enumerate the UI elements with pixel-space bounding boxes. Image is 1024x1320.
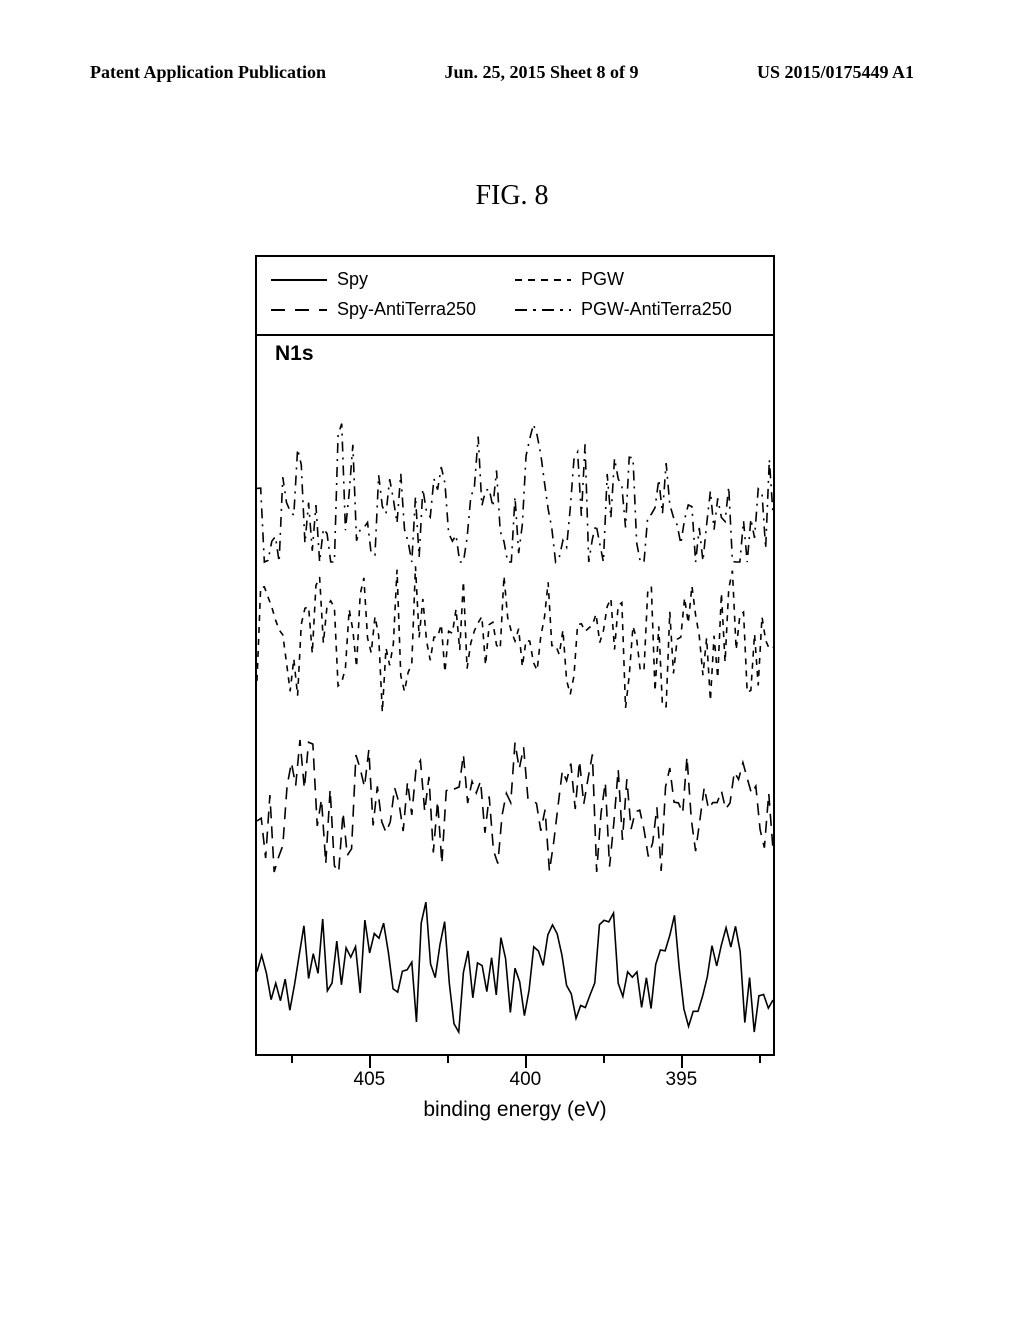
x-minor-tick bbox=[603, 1056, 605, 1063]
x-tick-label: 400 bbox=[510, 1069, 542, 1091]
plot-corner-label: N1s bbox=[275, 342, 314, 366]
x-minor-tick bbox=[447, 1056, 449, 1063]
x-tick bbox=[681, 1056, 683, 1068]
legend-item-pgw: PGW bbox=[515, 265, 759, 295]
header-left: Patent Application Publication bbox=[90, 62, 326, 83]
x-axis-label: binding energy (eV) bbox=[255, 1098, 775, 1122]
line-sample-short-dash bbox=[515, 279, 571, 281]
legend-item-spy-antiterra: Spy-AntiTerra250 bbox=[271, 295, 515, 325]
trace-spy-antiterra bbox=[257, 706, 773, 876]
x-tick-label: 405 bbox=[354, 1069, 386, 1091]
line-sample-long-dash bbox=[271, 309, 327, 311]
trace-pgw-antiterra bbox=[257, 366, 773, 566]
legend-label: Spy bbox=[337, 265, 368, 295]
page-header: Patent Application Publication Jun. 25, … bbox=[0, 62, 1024, 83]
plot-area: N1s bbox=[255, 336, 775, 1056]
figure-title: FIG. 8 bbox=[0, 180, 1024, 212]
trace-pgw bbox=[257, 526, 773, 716]
x-minor-tick bbox=[291, 1056, 293, 1063]
legend-item-spy: Spy bbox=[271, 265, 515, 295]
x-minor-tick bbox=[759, 1056, 761, 1063]
legend-label: Spy-AntiTerra250 bbox=[337, 295, 476, 325]
x-axis: 405 400 395 bbox=[255, 1056, 775, 1096]
line-sample-dash-dot bbox=[515, 309, 571, 311]
legend: Spy PGW Spy-AntiTerra250 PGW-AntiTerra25… bbox=[255, 255, 775, 336]
chart: Spy PGW Spy-AntiTerra250 PGW-AntiTerra25… bbox=[255, 255, 775, 1122]
header-center: Jun. 25, 2015 Sheet 8 of 9 bbox=[444, 62, 638, 83]
legend-label: PGW-AntiTerra250 bbox=[581, 295, 732, 325]
line-sample-solid bbox=[271, 279, 327, 281]
x-tick bbox=[369, 1056, 371, 1068]
trace-spy bbox=[257, 866, 773, 1036]
legend-item-pgw-antiterra: PGW-AntiTerra250 bbox=[515, 295, 759, 325]
legend-label: PGW bbox=[581, 265, 624, 295]
x-tick-label: 395 bbox=[666, 1069, 698, 1091]
header-right: US 2015/0175449 A1 bbox=[757, 62, 914, 83]
x-tick bbox=[525, 1056, 527, 1068]
